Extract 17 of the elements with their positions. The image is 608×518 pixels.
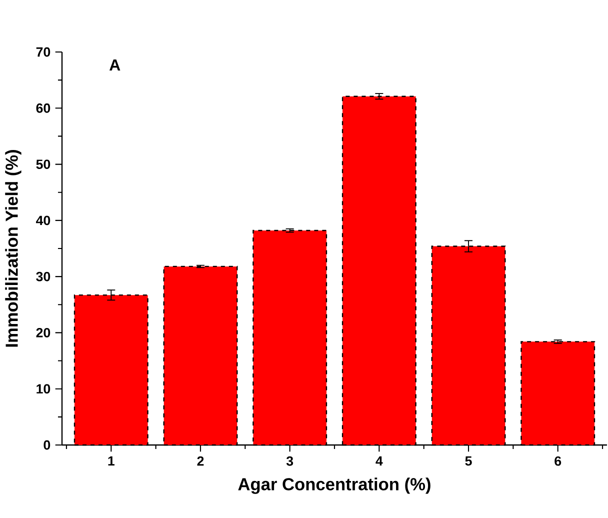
- x-tick-label: 4: [376, 456, 383, 466]
- y-tick-label: 30: [36, 272, 50, 282]
- y-tick-label: 50: [36, 160, 50, 169]
- y-tick-label: 40: [36, 216, 50, 226]
- x-tick-label: 1: [108, 456, 114, 466]
- y-tick-label: 20: [36, 328, 50, 338]
- y-axis-title: Immobilization Yield (%): [5, 150, 22, 347]
- y-tick-label: 10: [36, 384, 50, 394]
- y-tick-label: 70: [36, 47, 50, 57]
- x-tick-label: 3: [286, 456, 294, 466]
- x-tick-label: 6: [554, 456, 562, 466]
- y-tick-label: 60: [36, 103, 50, 113]
- x-tick-label: 5: [465, 456, 472, 466]
- annotation: A: [109, 59, 120, 70]
- y-tick-label: 0: [44, 440, 50, 450]
- x-axis-title: Agar Concentration (%): [238, 478, 430, 494]
- x-tick-label: 2: [197, 456, 204, 466]
